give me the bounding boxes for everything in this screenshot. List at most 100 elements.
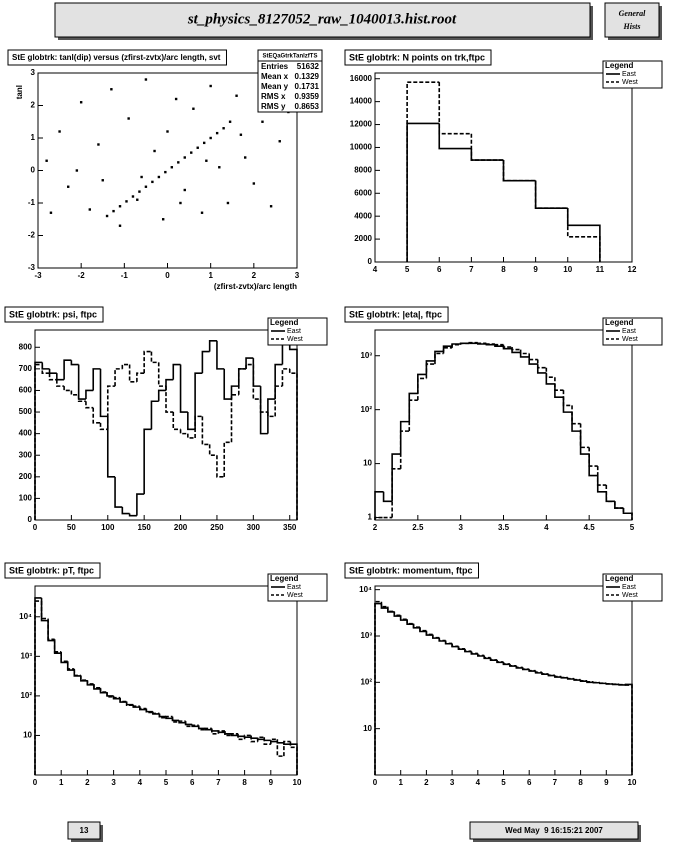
point xyxy=(164,170,167,174)
hist-bin xyxy=(165,386,174,413)
hist-bin xyxy=(157,389,166,402)
hist-bin xyxy=(605,485,615,503)
point xyxy=(112,209,115,213)
title-box xyxy=(344,49,492,66)
point xyxy=(196,146,199,149)
point xyxy=(215,131,219,135)
x-tick-label: 9 xyxy=(533,265,538,274)
legend-label: East xyxy=(622,71,636,78)
y-tick-label: 10³ xyxy=(20,651,32,660)
x-tick-label: 11 xyxy=(596,265,605,274)
y-tick-label: 10 xyxy=(363,459,372,468)
x-tick-label: 7 xyxy=(553,778,558,787)
hist-bin xyxy=(237,733,245,741)
hist-bin xyxy=(263,737,271,746)
point xyxy=(244,156,247,159)
hist-bin xyxy=(399,430,410,469)
point xyxy=(205,159,208,162)
point xyxy=(105,214,109,218)
x-tick-label: 5 xyxy=(630,523,635,532)
y-tick-label: 10² xyxy=(360,405,372,414)
x-tick-label: 3 xyxy=(295,271,300,280)
hist-bin xyxy=(145,708,153,714)
y-tick-label: 8000 xyxy=(354,165,372,174)
hist-bin xyxy=(63,386,72,392)
hist-bin xyxy=(106,692,114,698)
hist-bin xyxy=(106,385,116,430)
hist-bin xyxy=(547,673,555,677)
hist-bin xyxy=(40,597,49,622)
plot-frame xyxy=(37,72,298,269)
hist-bin xyxy=(119,697,127,703)
hist-bin xyxy=(201,350,210,374)
y-tick-label: 800 xyxy=(19,342,33,351)
hist-bin xyxy=(201,416,210,446)
hist-bin xyxy=(464,648,472,652)
point xyxy=(88,208,91,211)
point xyxy=(179,201,182,205)
point xyxy=(278,140,281,143)
hist-bin xyxy=(152,712,160,715)
hist-bin xyxy=(99,687,108,693)
x-tick-label: 6 xyxy=(190,778,195,787)
point xyxy=(261,120,264,123)
hist-bin xyxy=(382,491,393,503)
legend-title: Legend xyxy=(270,574,299,583)
hist-bin xyxy=(41,364,50,374)
title-box xyxy=(4,306,104,323)
stats-name: StEQaGtrkTanlzfTS xyxy=(263,54,318,60)
hist-bin xyxy=(245,363,254,369)
stats-value: 51632 xyxy=(297,62,320,71)
point xyxy=(209,136,212,140)
hist-bin xyxy=(150,400,159,430)
hist-bin xyxy=(554,377,564,391)
x-tick-label: 150 xyxy=(137,523,151,532)
legend-label: East xyxy=(622,584,636,591)
hist-bin xyxy=(541,672,549,675)
hist-bin xyxy=(48,373,57,381)
point xyxy=(144,185,148,188)
chart-title: StE globtrk: tanl(dip) versus (zfirst-zv… xyxy=(12,53,221,62)
hist-bin xyxy=(187,433,196,439)
hist-bin xyxy=(586,680,594,683)
point xyxy=(157,175,161,179)
hist-bin xyxy=(579,679,588,682)
hist-bin xyxy=(216,455,225,478)
hist-bin xyxy=(121,363,130,369)
hist-bin xyxy=(425,630,433,636)
y-tick-label: 400 xyxy=(19,429,33,438)
hist-bin xyxy=(60,651,68,663)
hist-bin xyxy=(267,412,276,418)
hist-bin xyxy=(624,684,633,775)
point xyxy=(67,185,70,188)
hist-bin xyxy=(34,363,43,520)
hist-bin xyxy=(528,669,536,672)
hist-bin xyxy=(85,401,94,409)
hist-bin xyxy=(432,634,440,639)
x-tick-label: 200 xyxy=(174,523,188,532)
hist-bin xyxy=(289,741,298,775)
legend-label: West xyxy=(622,79,638,86)
hist-bin xyxy=(489,657,498,661)
x-tick-label: 0 xyxy=(33,778,38,787)
hist-bin xyxy=(208,444,217,457)
stats-label: Entries xyxy=(261,62,289,71)
point xyxy=(97,143,100,146)
hist-bin xyxy=(136,372,145,382)
legend-title: Legend xyxy=(270,318,299,327)
point xyxy=(183,188,186,192)
x-tick-label: 3.5 xyxy=(498,523,510,532)
hist-bin xyxy=(451,343,461,348)
point xyxy=(140,175,143,179)
legend-label: East xyxy=(287,584,301,591)
hist-bin xyxy=(217,730,225,734)
hist-bin xyxy=(230,733,239,736)
hist-bin xyxy=(444,640,453,645)
y-tick-label: 12000 xyxy=(350,120,373,129)
y-tick-label: 3 xyxy=(31,68,36,77)
x-tick-label: 4 xyxy=(138,778,143,787)
side-label: Hists xyxy=(623,22,641,31)
point xyxy=(127,117,130,120)
point xyxy=(170,166,174,169)
hist-bin xyxy=(223,441,232,477)
